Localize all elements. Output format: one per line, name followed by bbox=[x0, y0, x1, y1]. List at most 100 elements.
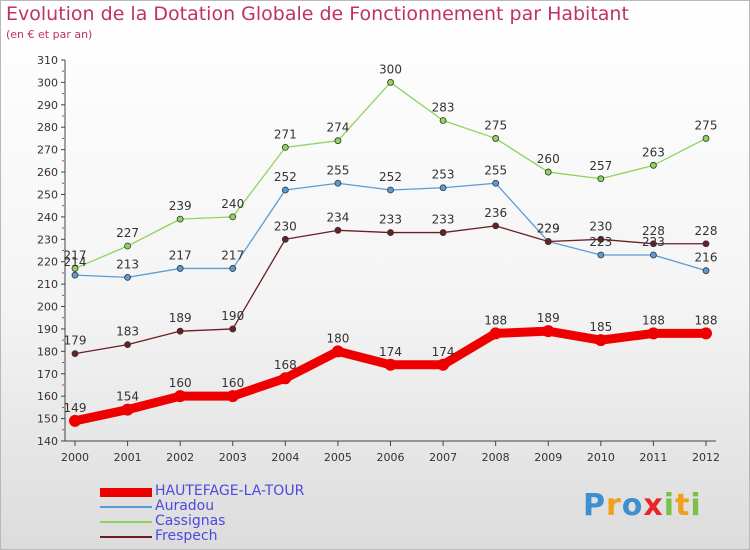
data-label: 223 bbox=[589, 235, 612, 249]
x-tick-label: 2001 bbox=[114, 451, 142, 464]
legend-label: Cassignas bbox=[155, 513, 226, 529]
data-point bbox=[281, 186, 289, 194]
logo-letter: o bbox=[621, 488, 644, 523]
data-point bbox=[702, 267, 710, 275]
data-label: 263 bbox=[642, 145, 665, 159]
x-tick-label: 2010 bbox=[587, 451, 615, 464]
y-tick-label: 230 bbox=[37, 233, 58, 246]
data-point bbox=[650, 251, 657, 259]
y-tick-label: 290 bbox=[37, 99, 58, 112]
x-tick-label: 2012 bbox=[692, 451, 720, 464]
data-label: 217 bbox=[221, 248, 244, 262]
x-tick-label: 2000 bbox=[61, 451, 89, 464]
x-tick-label: 2004 bbox=[271, 451, 299, 464]
y-tick-label: 280 bbox=[37, 121, 58, 134]
data-point bbox=[334, 226, 342, 234]
data-label: 213 bbox=[116, 257, 139, 271]
chart-title: Evolution de la Dotation Globale de Fonc… bbox=[6, 3, 629, 25]
data-label: 160 bbox=[169, 376, 192, 390]
data-label: 236 bbox=[484, 206, 507, 220]
data-label: 230 bbox=[589, 219, 612, 233]
data-point bbox=[121, 403, 134, 416]
data-point bbox=[702, 240, 710, 248]
data-point bbox=[334, 137, 342, 145]
y-tick-label: 160 bbox=[37, 390, 58, 403]
data-point bbox=[597, 175, 605, 183]
data-label: 189 bbox=[169, 311, 192, 325]
data-label: 233 bbox=[379, 213, 402, 227]
data-label: 190 bbox=[221, 309, 244, 323]
data-label: 275 bbox=[695, 118, 718, 132]
data-point bbox=[69, 414, 81, 427]
data-label: 217 bbox=[169, 248, 192, 262]
data-point bbox=[650, 161, 657, 169]
data-label: 214 bbox=[64, 255, 87, 269]
y-tick-label: 210 bbox=[37, 278, 58, 291]
data-label: 168 bbox=[274, 358, 297, 372]
data-point bbox=[331, 345, 344, 358]
x-tick-label: 2003 bbox=[219, 451, 247, 464]
data-label: 227 bbox=[116, 226, 139, 240]
data-point bbox=[279, 372, 292, 385]
y-tick-label: 250 bbox=[37, 188, 58, 201]
legend-swatch bbox=[100, 506, 152, 508]
data-label: 189 bbox=[537, 311, 560, 325]
logo-letter: t bbox=[675, 488, 691, 523]
data-point bbox=[384, 358, 397, 371]
legend-swatch bbox=[100, 487, 152, 497]
y-tick-label: 190 bbox=[37, 323, 58, 336]
proxiti-logo: Proxiti bbox=[583, 488, 702, 523]
data-point bbox=[229, 325, 237, 333]
data-label: 228 bbox=[642, 224, 665, 238]
data-point bbox=[334, 179, 342, 187]
chart-subtitle: (en € et par an) bbox=[6, 28, 93, 41]
data-point bbox=[439, 184, 447, 192]
chart-data-labels: 214 213 217 217 252 255 252 253 255 229 223 223 216 2… bbox=[64, 62, 718, 414]
data-label: 253 bbox=[432, 168, 455, 182]
data-point bbox=[544, 238, 552, 245]
data-point bbox=[700, 327, 712, 340]
data-label: 230 bbox=[274, 219, 297, 233]
data-label: 283 bbox=[432, 101, 455, 115]
data-point bbox=[174, 390, 187, 403]
legend-swatch bbox=[100, 521, 152, 523]
y-tick-label: 200 bbox=[37, 301, 58, 314]
data-label: 149 bbox=[64, 401, 87, 415]
data-point bbox=[71, 271, 79, 279]
y-tick-label: 300 bbox=[37, 76, 58, 89]
data-point bbox=[437, 358, 450, 371]
data-label: 300 bbox=[379, 62, 402, 76]
y-tick-label: 310 bbox=[37, 54, 58, 67]
y-tick-label: 150 bbox=[37, 413, 58, 426]
data-label: 271 bbox=[274, 127, 297, 141]
x-tick-label: 2009 bbox=[534, 451, 562, 464]
logo-letter: x bbox=[643, 488, 664, 523]
data-label: 154 bbox=[116, 390, 139, 404]
chart-series-points bbox=[69, 79, 712, 427]
y-tick-label: 270 bbox=[37, 144, 58, 157]
data-point bbox=[281, 144, 289, 151]
data-point bbox=[702, 135, 710, 142]
data-label: 185 bbox=[589, 320, 612, 334]
data-point bbox=[124, 242, 131, 250]
data-label: 188 bbox=[642, 313, 665, 327]
legend-label: HAUTEFAGE-LA-TOUR bbox=[155, 483, 305, 499]
logo-letter: r bbox=[606, 488, 622, 523]
data-label: 275 bbox=[484, 118, 507, 132]
y-tick-label: 170 bbox=[37, 368, 58, 381]
x-tick-label: 2007 bbox=[429, 451, 457, 464]
data-label: 183 bbox=[116, 325, 139, 339]
data-point bbox=[492, 222, 500, 230]
data-label: 234 bbox=[326, 210, 349, 224]
data-label: 233 bbox=[432, 213, 455, 227]
y-tick-label: 220 bbox=[37, 256, 58, 269]
data-label: 260 bbox=[537, 152, 560, 166]
data-label: 188 bbox=[484, 313, 507, 327]
data-point bbox=[226, 390, 239, 403]
logo-letter: P bbox=[583, 488, 606, 523]
data-point bbox=[71, 350, 79, 357]
data-point bbox=[594, 334, 607, 347]
data-label: 228 bbox=[695, 224, 718, 238]
logo-letter: i bbox=[663, 488, 676, 523]
data-point bbox=[176, 327, 184, 335]
